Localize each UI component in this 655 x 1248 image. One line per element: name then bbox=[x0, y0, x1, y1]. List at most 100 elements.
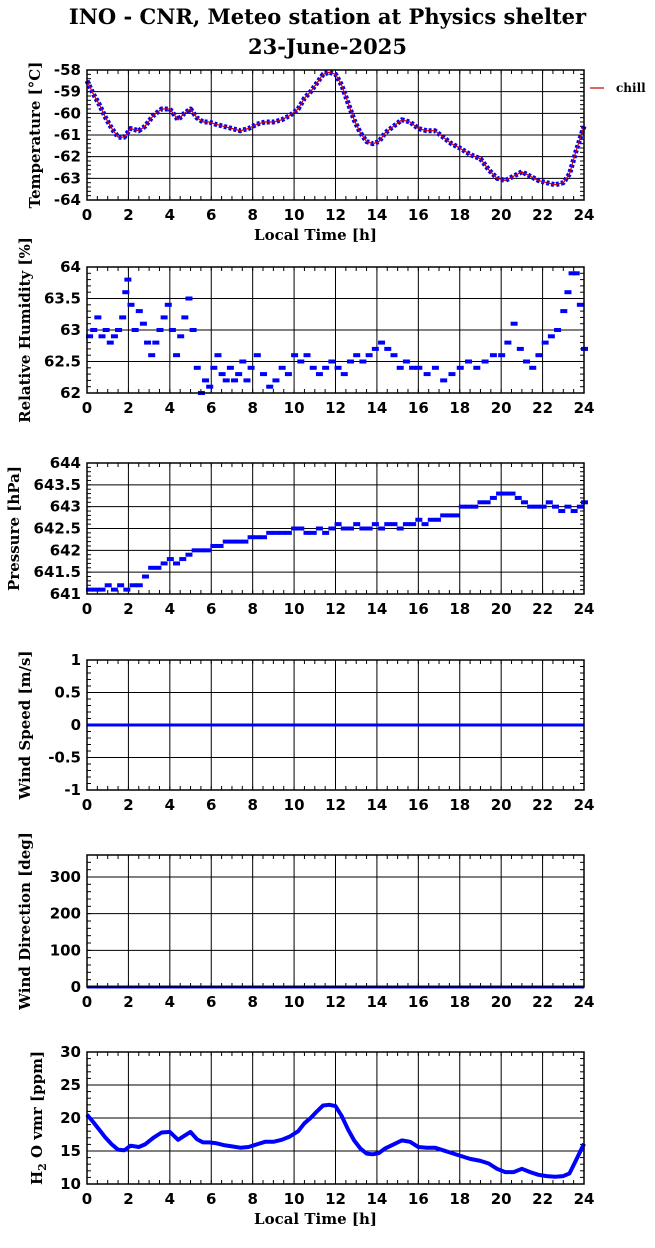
x-tick-label: 14 bbox=[366, 399, 387, 417]
y-tick-label: -62 bbox=[54, 148, 81, 166]
data-point bbox=[297, 526, 305, 531]
data-point bbox=[226, 365, 234, 370]
data-point bbox=[396, 526, 404, 531]
data-point bbox=[514, 495, 522, 500]
x-axis-label: Local Time [h] bbox=[254, 226, 377, 244]
data-point bbox=[278, 365, 286, 370]
data-point bbox=[541, 340, 549, 345]
x-tick-label: 0 bbox=[82, 1190, 92, 1208]
data-point bbox=[458, 504, 466, 509]
data-point bbox=[516, 346, 524, 351]
data-point bbox=[452, 513, 460, 518]
legend-label: chill bbox=[616, 81, 646, 95]
data-point bbox=[545, 500, 553, 505]
x-tick-label: 22 bbox=[532, 206, 553, 224]
x-tick-label: 24 bbox=[574, 1190, 595, 1208]
data-point bbox=[340, 372, 348, 377]
x-tick-label: 10 bbox=[284, 206, 305, 224]
data-point bbox=[124, 277, 132, 282]
x-tick-label: 22 bbox=[532, 993, 553, 1011]
plot-frame bbox=[86, 266, 585, 394]
data-point bbox=[216, 543, 224, 548]
plot-frame bbox=[86, 854, 585, 988]
data-point bbox=[440, 513, 448, 518]
x-tick-label: 20 bbox=[491, 1190, 512, 1208]
data-point bbox=[371, 522, 379, 527]
data-point bbox=[154, 565, 162, 570]
x-tick-label: 6 bbox=[206, 399, 216, 417]
x-tick-label: 4 bbox=[165, 600, 175, 618]
data-point bbox=[353, 353, 361, 358]
data-point bbox=[189, 328, 197, 332]
x-tick-label: 14 bbox=[366, 796, 387, 814]
data-point bbox=[340, 526, 348, 531]
data-point bbox=[554, 328, 562, 332]
x-tick-label: 18 bbox=[449, 1190, 470, 1208]
data-point bbox=[129, 583, 137, 588]
x-tick-label: 18 bbox=[449, 600, 470, 618]
chart-title-line2: 23-June-2025 bbox=[248, 34, 407, 59]
x-tick-label: 10 bbox=[284, 1190, 305, 1208]
data-point bbox=[135, 583, 143, 588]
data-point bbox=[504, 340, 512, 345]
y-axis-label: Relative Humidity [%] bbox=[16, 237, 34, 423]
data-point bbox=[266, 384, 274, 389]
data-point bbox=[564, 290, 572, 295]
x-tick-label: 10 bbox=[284, 993, 305, 1011]
data-point bbox=[218, 372, 226, 377]
y-tick-label: 63.5 bbox=[44, 290, 81, 308]
y-axis-label: H2 O vmr [ppm] bbox=[28, 1051, 49, 1185]
data-point bbox=[119, 315, 127, 320]
data-point bbox=[210, 543, 218, 548]
data-point bbox=[266, 530, 274, 535]
data-point bbox=[415, 517, 423, 522]
x-tick-label: 12 bbox=[325, 600, 346, 618]
data-point bbox=[440, 378, 448, 383]
data-point bbox=[228, 539, 236, 544]
x-tick-label: 18 bbox=[449, 796, 470, 814]
data-point bbox=[148, 353, 156, 358]
data-point bbox=[527, 504, 535, 509]
data-point bbox=[502, 491, 510, 496]
x-tick-label: 24 bbox=[574, 206, 595, 224]
x-tick-label: 0 bbox=[82, 206, 92, 224]
data-point bbox=[570, 509, 578, 514]
y-tick-label: 62 bbox=[60, 384, 81, 402]
y-tick-label: -63 bbox=[54, 169, 81, 187]
x-tick-label: 18 bbox=[449, 206, 470, 224]
y-tick-label: 644 bbox=[50, 454, 81, 472]
data-point bbox=[390, 353, 398, 358]
data-point bbox=[535, 353, 543, 358]
data-point bbox=[110, 334, 118, 339]
data-point bbox=[202, 378, 210, 383]
data-point bbox=[415, 365, 423, 370]
data-point bbox=[173, 561, 181, 566]
data-point bbox=[197, 548, 205, 553]
data-point bbox=[185, 296, 193, 301]
x-tick-label: 2 bbox=[123, 796, 133, 814]
data-point bbox=[322, 530, 330, 535]
data-point bbox=[239, 359, 247, 364]
y-tick-label: 64 bbox=[60, 258, 81, 276]
x-tick-label: 22 bbox=[532, 1190, 553, 1208]
data-point bbox=[533, 504, 541, 509]
data-point bbox=[315, 526, 323, 531]
x-tick-label: 8 bbox=[247, 206, 257, 224]
data-point bbox=[378, 340, 386, 345]
x-tick-label: 20 bbox=[491, 206, 512, 224]
data-point bbox=[123, 587, 131, 592]
data-point bbox=[508, 491, 516, 496]
y-tick-label: 0.5 bbox=[54, 684, 81, 702]
data-point bbox=[291, 353, 299, 358]
x-tick-label: 6 bbox=[206, 1190, 216, 1208]
plot-frame bbox=[86, 69, 585, 201]
x-tick-label: 12 bbox=[325, 399, 346, 417]
data-point bbox=[547, 334, 555, 339]
data-point bbox=[568, 271, 576, 276]
data-point bbox=[193, 365, 201, 370]
data-point bbox=[465, 359, 473, 364]
data-point bbox=[160, 315, 168, 320]
data-point bbox=[328, 359, 336, 364]
data-point bbox=[241, 539, 249, 544]
